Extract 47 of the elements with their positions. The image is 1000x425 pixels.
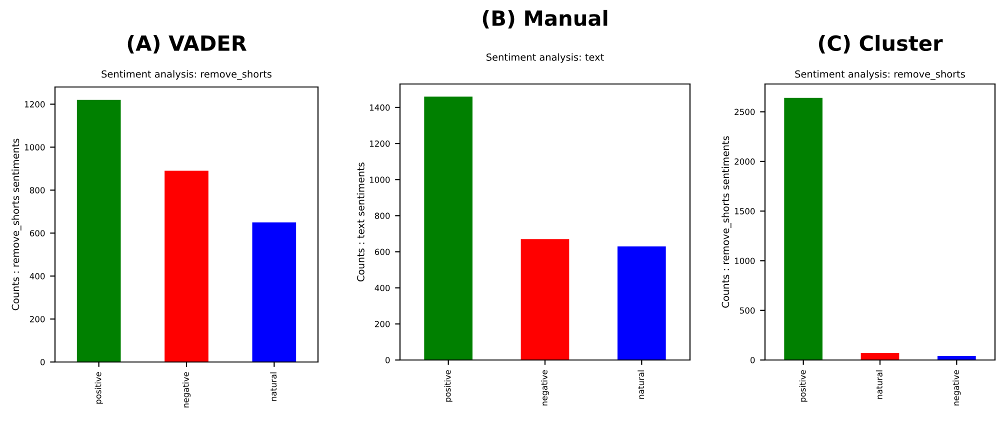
- y-tick-label: 600: [374, 248, 390, 256]
- x-tick-label: positive: [799, 370, 808, 402]
- bar: [424, 96, 472, 360]
- y-axis-title: Counts : text sentiments: [356, 162, 364, 282]
- x-tick-label: negative: [952, 370, 961, 406]
- bar: [164, 170, 208, 362]
- y-tick-label: 0: [386, 356, 390, 364]
- chart-title: (B) Manual: [482, 10, 608, 28]
- y-tick-label: 800: [374, 212, 390, 219]
- y-tick-label: 400: [30, 273, 45, 280]
- x-tick-label: negative: [182, 372, 191, 408]
- chart-subtitle: Sentiment analysis: remove_shorts: [102, 70, 272, 80]
- bar: [784, 98, 822, 360]
- y-tick-label: 0: [40, 358, 45, 366]
- x-tick-label: positive: [94, 372, 103, 404]
- y-axis-title: Counts : remove_shorts sentiments: [722, 136, 732, 308]
- y-axis-title: Counts : remove_shorts sentiments: [12, 138, 22, 310]
- y-tick-label: 200: [374, 320, 390, 328]
- y-tick-label: 800: [30, 187, 45, 194]
- y-tick-label: 1200: [24, 101, 45, 108]
- x-tick-label: positive: [444, 370, 452, 402]
- bar: [618, 246, 666, 360]
- y-tick-label: 600: [30, 230, 45, 236]
- y-tick-label: 200: [30, 316, 45, 322]
- y-tick-label: 1000: [24, 144, 45, 150]
- y-tick-label: 1500: [734, 208, 755, 214]
- chart-title: (C) Cluster: [818, 34, 943, 54]
- y-tick-label: 2000: [734, 158, 755, 165]
- bar: [520, 239, 570, 360]
- chart-subtitle: Sentiment analysis: remove_shorts: [795, 70, 965, 80]
- y-tick-label: 1400: [370, 104, 390, 111]
- bar: [76, 100, 121, 362]
- y-tick-label: 1000: [734, 258, 755, 264]
- x-tick-label: natural: [270, 372, 277, 401]
- chart-subtitle: Sentiment analysis: text: [486, 53, 604, 63]
- bar: [860, 353, 900, 360]
- chart-title: (A) VADER: [128, 34, 246, 54]
- y-tick-label: 500: [740, 307, 755, 314]
- y-tick-label: 2500: [734, 108, 755, 116]
- y-tick-label: 0: [750, 356, 755, 364]
- y-tick-label: 400: [374, 284, 390, 292]
- x-tick-label: natural: [638, 370, 644, 399]
- bar: [252, 222, 296, 362]
- x-tick-label: natural: [876, 370, 882, 399]
- x-tick-label: negative: [540, 370, 550, 406]
- y-tick-label: 1000: [370, 176, 390, 183]
- y-tick-label: 1200: [370, 140, 390, 147]
